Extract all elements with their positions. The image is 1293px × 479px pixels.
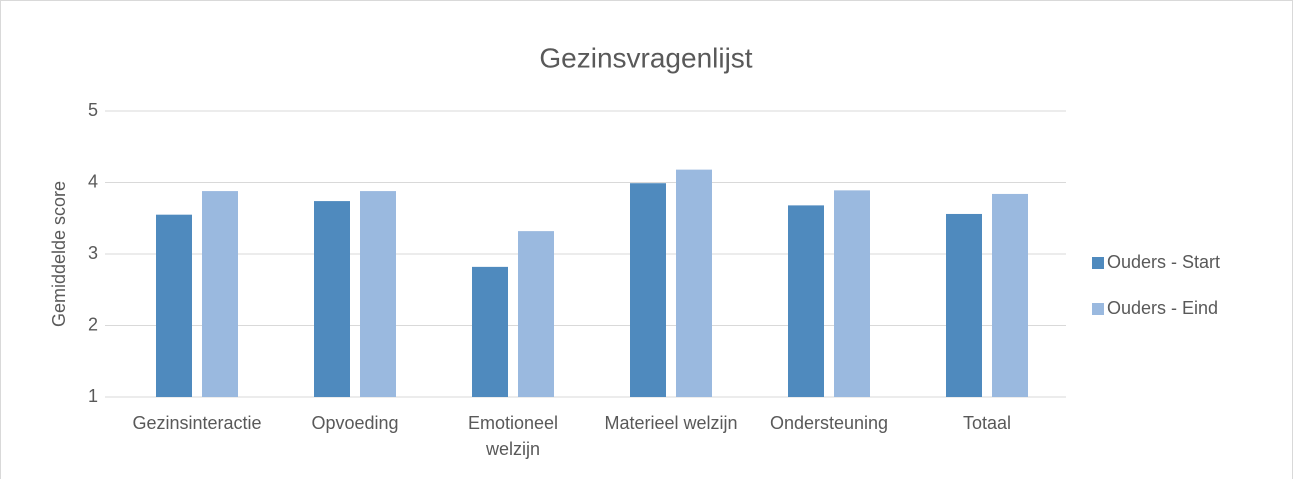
x-tick-label: Ondersteuning [769, 413, 889, 433]
y-axis-label: Gemiddelde score [49, 181, 69, 327]
bar [360, 191, 396, 397]
bar [946, 213, 982, 397]
x-tick-label: Gezinsinteractie [132, 413, 262, 433]
y-tick-label: 5 [88, 100, 98, 120]
bar [992, 193, 1028, 397]
legend-label: Ouders - Start [1107, 252, 1220, 272]
bar [156, 214, 192, 397]
bar [788, 205, 824, 397]
legend-swatch [1092, 257, 1104, 269]
x-tick-box: Totaal [908, 410, 1066, 436]
legend-label: Ouders - Eind [1107, 298, 1218, 318]
bar [314, 201, 350, 397]
y-tick-label: 4 [88, 171, 98, 191]
x-tick-box: Opvoeding [276, 410, 434, 436]
x-tick-label: Totaal [962, 413, 1012, 433]
bar [518, 231, 554, 397]
legend-swatch [1092, 303, 1104, 315]
y-tick-label: 3 [88, 243, 98, 263]
x-tick-box: Materieel welzijn [592, 410, 750, 436]
x-tick-label: Emotioneel welzijn [467, 413, 559, 459]
x-tick-box: Gezinsinteractie [118, 410, 276, 436]
x-tick-label: Opvoeding [311, 413, 399, 433]
x-tick-label: Materieel welzijn [604, 413, 738, 433]
chart-title: Gezinsvragenlijst [539, 42, 752, 73]
bar [472, 266, 508, 397]
bar [834, 190, 870, 397]
bar [630, 183, 666, 397]
y-tick-label: 1 [88, 386, 98, 406]
x-tick-box: Ondersteuning [750, 410, 908, 436]
bar [202, 191, 238, 397]
y-tick-label: 2 [88, 314, 98, 334]
bar [676, 169, 712, 397]
x-tick-box: Emotioneel welzijn [434, 410, 592, 462]
